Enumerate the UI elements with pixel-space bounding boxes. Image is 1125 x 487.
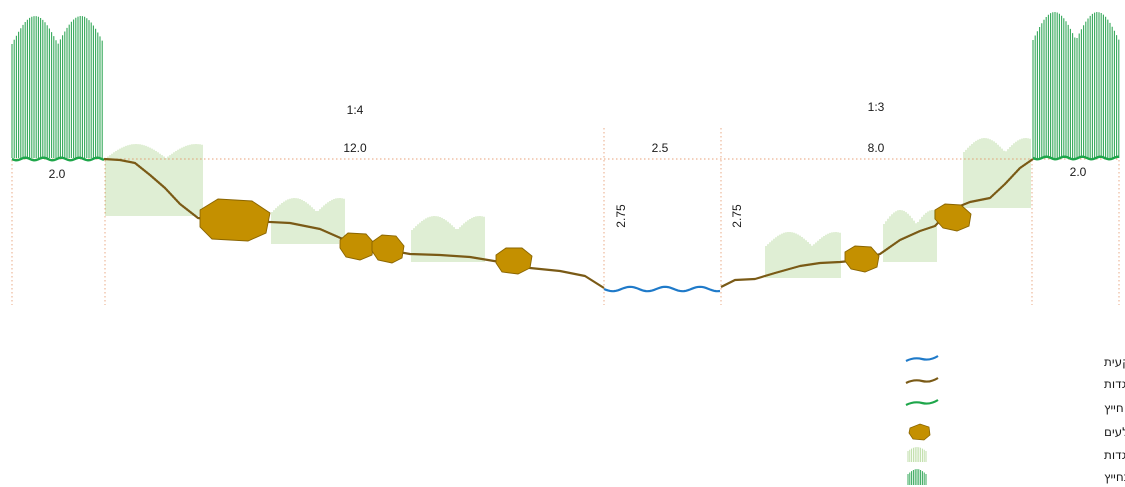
right-slope-label: 1:3 xyxy=(868,100,885,114)
legend: קרקעית גדות חייץ אבנים וסלעים שיקום צמחי… xyxy=(905,355,1125,485)
legend-item-low-vegetation: שיקום צמחייה נמוכה בגדות xyxy=(907,447,1125,462)
legend-label-buffer: חייץ xyxy=(1104,401,1124,415)
bank-low-vegetation-1-hatch xyxy=(105,144,203,216)
legend-high-vegetation-hatch xyxy=(907,469,927,485)
bank-low-vegetation-3-hatch xyxy=(411,216,485,262)
legend-item-stones: אבנים וסלעים xyxy=(908,423,1125,441)
bank-low-vegetation-5 xyxy=(883,210,937,262)
river-bed-line xyxy=(603,285,721,293)
legend-low-vegetation-hatch-hatch xyxy=(907,447,927,462)
right-bank-line xyxy=(720,158,1034,288)
legend-label-stones: אבנים וסלעים xyxy=(1104,425,1125,439)
right-buffer-high-vegetation xyxy=(1032,12,1120,158)
dimension-labels: 1:4 1:3 2.0 12.0 2.5 8.0 2.0 2.75 2.75 xyxy=(49,100,1087,228)
left-bank-width-label: 12.0 xyxy=(343,141,367,155)
stone-1 xyxy=(199,198,271,242)
bank-low-vegetation-2 xyxy=(271,198,345,244)
left-slope-label: 1:4 xyxy=(347,103,364,117)
legend-label-low-vegetation: שיקום צמחייה נמוכה בגדות xyxy=(1104,448,1125,462)
channel-width-label: 2.5 xyxy=(652,141,669,155)
legend-item-high-vegetation: שיקום צמחייה גבוהה בחייץ xyxy=(907,469,1125,485)
right-buffer-width-label: 2.0 xyxy=(1070,165,1087,179)
legend-high-vegetation-hatch-hatch xyxy=(907,469,927,485)
legend-low-vegetation-hatch xyxy=(907,447,927,462)
bank-low-vegetation-3 xyxy=(411,216,485,262)
bank-low-vegetation-6 xyxy=(963,138,1031,208)
left-depth-label: 2.75 xyxy=(614,204,628,228)
legend-label-banks: גדות xyxy=(1104,377,1125,391)
legend-item-banks: גדות xyxy=(905,377,1125,391)
right-bank-width-label: 8.0 xyxy=(868,141,885,155)
stone-6 xyxy=(934,203,972,232)
blue-wave-line-icon xyxy=(905,355,939,362)
stone-4 xyxy=(495,247,533,275)
right-buffer-line xyxy=(1032,155,1120,161)
green-wave-line-icon xyxy=(905,399,939,406)
bank-low-vegetation-4-hatch xyxy=(765,232,841,278)
guide-lines xyxy=(11,128,1120,305)
left-buffer-width-label: 2.0 xyxy=(49,167,66,181)
brown-wave-line-icon xyxy=(905,377,939,384)
bank-low-vegetation-4 xyxy=(765,232,841,278)
right-depth-label: 2.75 xyxy=(730,204,744,228)
stone-icon xyxy=(908,423,931,441)
bank-low-vegetation-1 xyxy=(105,144,203,216)
high-vegetation-icon xyxy=(907,469,927,485)
left-buffer-high-vegetation xyxy=(11,16,103,158)
legend-label-high-vegetation: שיקום צמחייה גבוהה בחייץ xyxy=(1104,470,1125,484)
stones-layer xyxy=(199,198,972,275)
legend-label-bed: קרקעית xyxy=(1104,355,1125,369)
left-buffer-line xyxy=(11,156,105,162)
left-buffer-high-vegetation-hatch xyxy=(11,16,103,158)
bank-low-vegetation-5-hatch xyxy=(883,210,937,262)
right-buffer-high-vegetation-hatch xyxy=(1032,12,1120,158)
legend-item-buffer: חייץ xyxy=(905,399,1124,415)
legend-item-bed: קרקעית xyxy=(905,355,1125,369)
stone-2 xyxy=(339,232,375,261)
bank-low-vegetation-2-hatch xyxy=(271,198,345,244)
stone-5 xyxy=(844,245,880,273)
stone-3 xyxy=(371,234,405,264)
bank-low-vegetation-6-hatch xyxy=(963,138,1031,208)
vegetation-layer xyxy=(11,12,1120,278)
low-vegetation-icon xyxy=(907,447,927,462)
